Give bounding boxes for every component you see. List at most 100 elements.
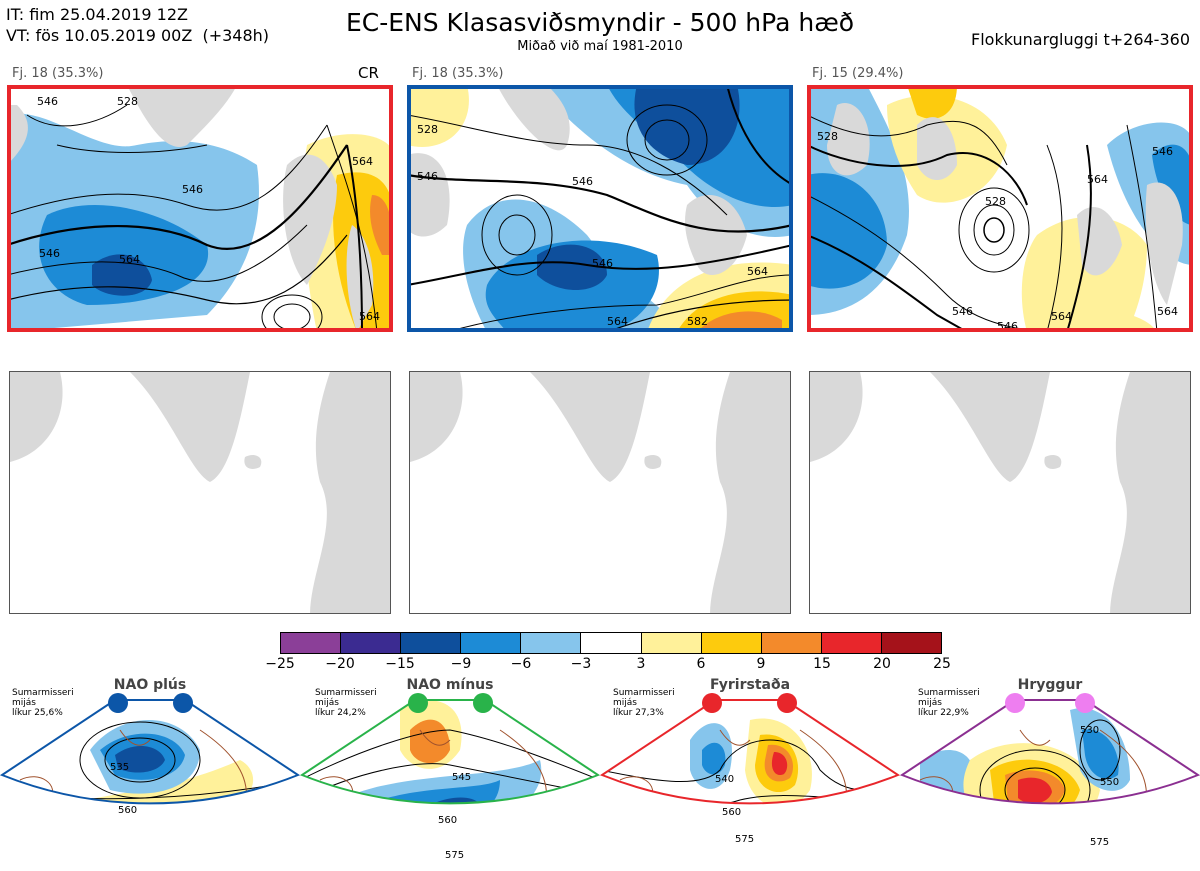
regime-4-border: [900, 699, 1200, 805]
greenland-land: [530, 372, 650, 482]
regime-2-title: NAO mínus: [406, 677, 494, 693]
contour-label: 564: [1051, 310, 1072, 323]
colorbar-tick: −9: [450, 656, 472, 672]
contour-label: 535: [110, 762, 129, 773]
canada-land: [10, 372, 63, 462]
regime-3-map: 540 560 575: [600, 690, 900, 871]
colorbar: [280, 632, 942, 654]
greenland-land: [917, 117, 957, 180]
cluster-2-map: 528 546 546 546 564 564 582: [407, 85, 793, 332]
europe-land: [685, 195, 747, 275]
contour-label: 564: [747, 265, 768, 278]
height-contours: [979, 719, 1121, 804]
colorbar-tick: −20: [325, 656, 355, 672]
height-contours: [302, 729, 598, 801]
contour-label: 546: [1152, 145, 1173, 158]
cluster-1-border: [7, 85, 393, 332]
regime-1-map: 535 560: [0, 690, 300, 871]
regime-dot: [1075, 693, 1095, 713]
cluster-1-tag: CR: [358, 64, 379, 82]
colorbar-swatch: [581, 633, 642, 653]
contour-label: 546: [417, 170, 438, 183]
greenland-land: [930, 372, 1050, 482]
colorbar-swatch: [521, 633, 582, 653]
positive-anomaly: [1077, 311, 1157, 332]
negative-anomaly-core: [702, 742, 726, 775]
colorbar-swatch: [281, 633, 342, 653]
positive-anomaly-max: [697, 311, 782, 332]
iceland-land: [1044, 455, 1062, 469]
blank-map-3-svg: [810, 372, 1190, 613]
cluster-3-map-svg: 528 528 546 564 546 564 564 546: [807, 85, 1193, 332]
greenland-land: [130, 372, 250, 482]
height-contours: [407, 85, 793, 332]
regime-2-map-svg: 545 560 575: [300, 693, 600, 861]
greenland-land: [7, 105, 28, 165]
colorbar-swatch: [821, 633, 882, 653]
regime-2-border: [300, 699, 600, 805]
regime-dot: [473, 693, 493, 713]
header-info: IT: fim 25.04.2019 12Z VT: fös 10.05.2019…: [6, 4, 269, 46]
cluster-1-map: 546 546 564 528 546 564 564: [7, 85, 393, 332]
cluster-2-map-svg: 528 546 546 546 564 564 582: [407, 85, 793, 332]
colorbar-tick: −3: [570, 656, 592, 672]
colorbar-tick: −25: [265, 656, 295, 672]
colorbar-tick: 15: [813, 656, 831, 672]
contour-label: 575: [445, 850, 464, 861]
colorbar-tick: 3: [636, 656, 646, 672]
colorbar-swatch: [701, 633, 762, 653]
contour-label: 582: [687, 315, 708, 328]
europe-land: [710, 372, 790, 613]
contour-label: 546: [39, 247, 60, 260]
contour-label: 550: [1100, 777, 1119, 788]
contour-label: 560: [722, 807, 741, 818]
colorbar-swatch: [761, 633, 822, 653]
arctic-land: [127, 85, 237, 147]
regime-dot: [408, 693, 428, 713]
regime-1-map-svg: 535 560: [0, 693, 300, 816]
iceland-land: [244, 455, 262, 469]
contour-label: 528: [417, 123, 438, 136]
greenland-land: [497, 85, 570, 151]
norway-land: [1145, 182, 1183, 305]
contour-label: 546: [37, 95, 58, 108]
europe-land: [1110, 372, 1190, 613]
contour-label: 575: [1090, 837, 1109, 848]
colorbar-tick: −6: [510, 656, 532, 672]
blank-map-1: [9, 371, 391, 614]
regime-3-info: Sumarmisseri mijás líkur 27,3%: [613, 688, 675, 718]
cluster-3-border: [807, 85, 1193, 332]
contour-label: 540: [715, 774, 734, 785]
colorbar-tick: 25: [933, 656, 951, 672]
positive-anomaly-max: [370, 195, 393, 255]
contour-label: 560: [118, 805, 137, 816]
europe-land: [310, 372, 390, 613]
regime-2-info: Sumarmisseri mijás líkur 24,2%: [315, 688, 377, 718]
contour-label: 564: [1157, 305, 1178, 318]
page-title: EC-ENS Klasasviðsmyndir - 500 hPa hæð: [345, 8, 855, 37]
colorbar-swatch: [641, 633, 702, 653]
negative-anomaly-core: [1082, 729, 1119, 779]
blank-map-2: [409, 371, 791, 614]
contour-label: 530: [1080, 725, 1099, 736]
regime-dot: [173, 693, 193, 713]
contour-label: 575: [735, 834, 754, 845]
cluster-3-label: Fj. 15 (29.4%): [812, 66, 904, 81]
regime-3-map-svg: 540 560 575: [600, 693, 900, 845]
contour-label: 546: [952, 305, 973, 318]
colorbar-swatch: [881, 633, 942, 653]
positive-anomaly-max: [1018, 777, 1052, 804]
negative-anomaly-max: [115, 745, 165, 773]
contour-label: 545: [452, 772, 471, 783]
blank-map-3: [809, 371, 1191, 614]
colorbar-tick: 9: [756, 656, 766, 672]
cluster-1-map-svg: 546 546 564 528 546 564 564: [7, 85, 393, 332]
negative-anomaly-max: [537, 244, 607, 290]
cluster-1-label: Fj. 18 (35.3%): [12, 66, 104, 81]
negative-anomaly: [1010, 847, 1045, 859]
page-subtitle: Miðað við maí 1981-2010: [517, 39, 683, 54]
contour-label: 546: [572, 175, 593, 188]
contour-label: 560: [438, 815, 457, 826]
colorbar-tick: 6: [696, 656, 706, 672]
regime-dot: [108, 693, 128, 713]
